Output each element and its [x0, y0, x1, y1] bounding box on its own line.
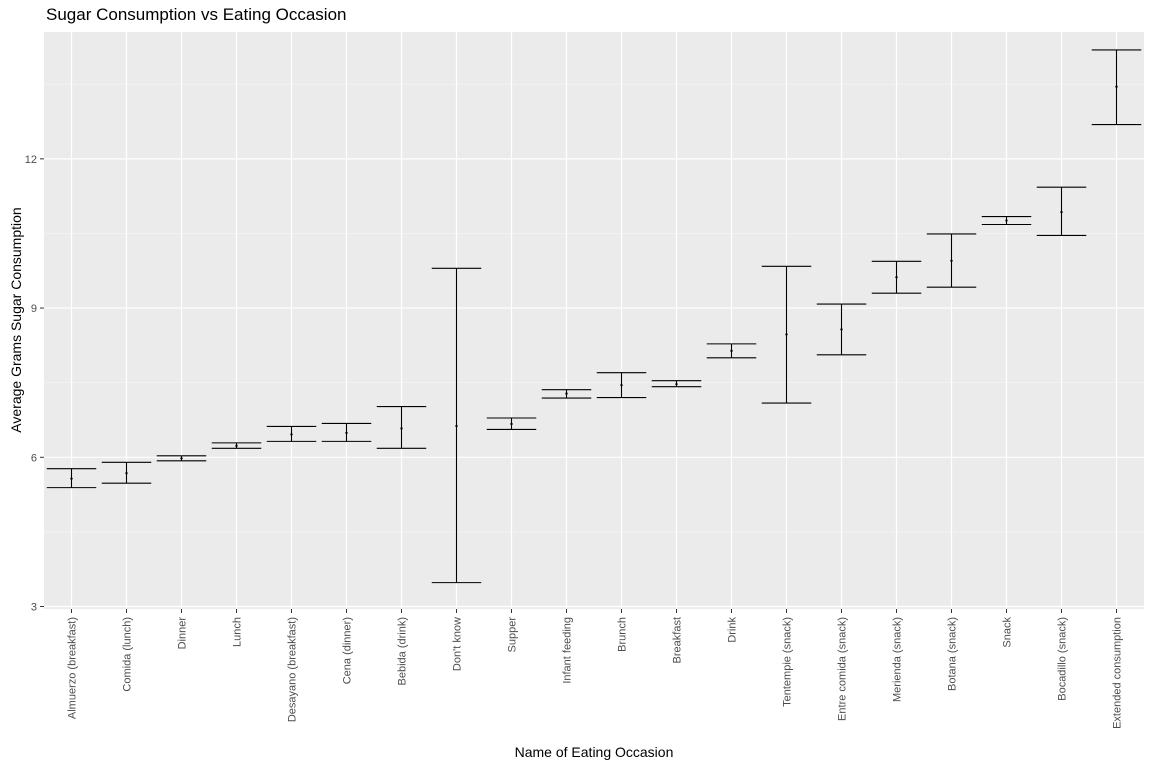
x-axis-label: Name of Eating Occasion [514, 744, 674, 760]
x-tick-label: Bocadillo (snack) [1057, 617, 1069, 701]
x-tick-label: Desayano (breakfast) [287, 617, 299, 722]
mean-point [620, 383, 623, 387]
mean-point [400, 427, 403, 430]
x-tick-label: Tentempie (snack) [782, 617, 794, 707]
x-tick-label: Brunch [617, 617, 629, 652]
mean-point [1115, 85, 1118, 88]
x-tick-label: Comida (lunch) [122, 617, 134, 692]
y-tick-label: 12 [25, 154, 37, 166]
chart-title: Sugar Consumption vs Eating Occasion [46, 5, 347, 24]
panel-background [44, 32, 1144, 609]
x-tick-label: Extended consumption [1112, 617, 1124, 729]
mean-point [235, 444, 238, 448]
mean-point [950, 259, 953, 263]
mean-point [180, 457, 183, 460]
x-tick-label: Breakfast [672, 617, 684, 663]
x-tick-label: Entre comida (snack) [837, 617, 849, 721]
y-tick-label: 9 [31, 303, 37, 315]
mean-point [565, 392, 568, 395]
y-tick-label: 3 [31, 602, 37, 614]
mean-point [1005, 219, 1008, 222]
y-tick-label: 6 [31, 452, 37, 464]
x-tick-label: Drink [727, 617, 739, 643]
mean-point [125, 472, 128, 475]
x-tick-label: Dinner [177, 617, 189, 650]
mean-point [70, 477, 73, 480]
mean-point [345, 431, 348, 435]
mean-point [1060, 210, 1063, 214]
x-tick-label: Lunch [232, 617, 244, 647]
mean-point [675, 382, 678, 386]
x-tick-label: Infant feeding [562, 617, 574, 684]
mean-point [840, 328, 843, 331]
x-tick-label: Snack [1002, 617, 1014, 648]
x-tick-label: Cena (dinner) [342, 617, 354, 684]
mean-point [290, 433, 293, 436]
x-tick-label: Supper [507, 617, 519, 653]
x-tick-label: Bebida (drink) [397, 617, 409, 685]
mean-point [510, 422, 513, 426]
x-tick-label: Botana (snack) [947, 617, 959, 691]
mean-point [730, 349, 733, 353]
mean-point [785, 333, 788, 336]
mean-point [895, 276, 898, 279]
x-tick-label: Don't know [452, 617, 464, 671]
x-tick-label: Almuerzo (breakfast) [67, 617, 79, 719]
x-tick-label: Merienda (snack) [892, 617, 904, 702]
mean-point [455, 424, 458, 428]
